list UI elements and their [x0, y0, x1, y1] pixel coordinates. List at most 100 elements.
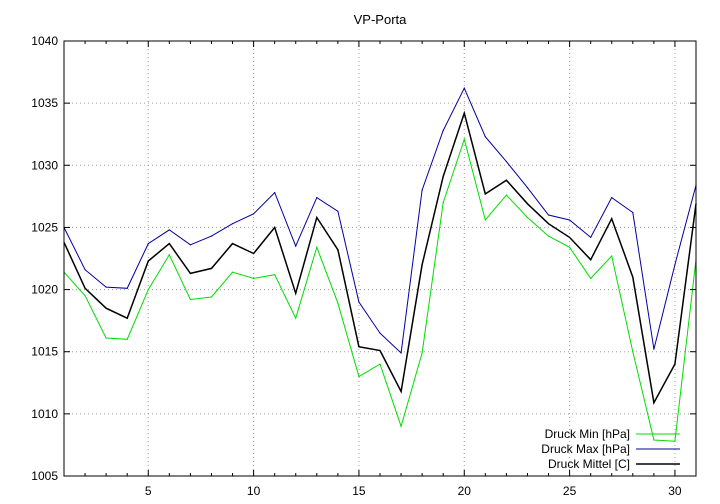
data-point-3	[126, 317, 128, 319]
data-point-3	[632, 276, 634, 278]
y-tick-label: 1035	[31, 96, 58, 110]
data-point-3	[379, 349, 381, 352]
data-point-1	[147, 288, 149, 291]
data-point-1	[442, 201, 444, 204]
data-point-2	[569, 219, 571, 221]
data-point-1	[590, 277, 592, 279]
data-point-3	[653, 402, 655, 404]
data-point-1	[84, 295, 86, 297]
series-line-1	[63, 137, 697, 442]
legend: Druck Min [hPa]Druck Max [hPa]Druck Mitt…	[541, 427, 680, 471]
data-point-2	[400, 352, 402, 354]
data-point-3	[442, 175, 444, 178]
data-point-2	[379, 332, 381, 334]
data-point-2	[253, 213, 255, 215]
data-point-3	[484, 193, 486, 195]
x-tick-label: 20	[458, 484, 472, 498]
data-point-3	[463, 112, 465, 114]
data-point-2	[421, 189, 423, 191]
data-point-2	[463, 87, 465, 89]
data-point-1	[379, 363, 381, 365]
data-point-1	[295, 317, 297, 319]
data-point-3	[253, 252, 255, 255]
data-point-3	[400, 390, 402, 393]
data-point-2	[611, 197, 613, 199]
data-point-3	[168, 242, 170, 245]
data-point-1	[168, 254, 170, 256]
x-axis: 5 10 15 20 25 30	[63, 41, 697, 498]
data-point-3	[611, 218, 613, 220]
data-point-1	[569, 246, 571, 248]
data-point-1	[231, 271, 234, 273]
data-point-2	[337, 210, 339, 212]
data-point-1	[505, 194, 507, 196]
data-point-2	[442, 129, 444, 132]
data-point-1	[253, 277, 255, 279]
data-point-2	[505, 160, 507, 163]
data-point-3	[105, 307, 107, 309]
legend-label-2: Druck Max [hPa]	[541, 442, 630, 456]
data-point-3	[316, 216, 318, 219]
chart-title: VP-Porta	[354, 12, 408, 27]
y-tick-label: 1025	[31, 220, 58, 234]
data-point-2	[526, 187, 529, 189]
data-point-3	[147, 260, 149, 262]
data-point-2	[590, 236, 592, 238]
x-tick-label: 10	[247, 484, 261, 498]
data-point-2	[358, 301, 360, 303]
series-lines	[63, 87, 697, 442]
data-point-1	[674, 440, 676, 442]
data-point-1	[611, 255, 613, 257]
y-tick-label: 1020	[31, 283, 58, 297]
data-point-2	[210, 235, 213, 237]
data-point-3	[231, 242, 234, 245]
data-point-1	[547, 235, 550, 237]
data-point-1	[463, 138, 465, 140]
x-tick-label: 5	[145, 484, 152, 498]
data-point-2	[231, 223, 234, 225]
data-point-2	[274, 192, 276, 194]
data-point-2	[295, 245, 297, 247]
data-point-3	[84, 287, 86, 289]
y-axis: 1005 1010 1015 1020 1025 1030 1035 1040	[31, 34, 696, 483]
data-point-3	[590, 259, 592, 261]
data-point-1	[189, 298, 191, 301]
data-point-1	[632, 351, 634, 353]
data-point-3	[210, 267, 213, 270]
data-point-3	[189, 272, 191, 275]
data-point-3	[274, 226, 276, 229]
legend-label-1: Druck Min [hPa]	[545, 427, 630, 441]
data-point-1	[337, 302, 339, 304]
data-point-2	[484, 136, 486, 138]
data-point-1	[526, 216, 529, 219]
data-point-3	[674, 363, 676, 365]
data-point-1	[484, 219, 486, 221]
data-point-2	[189, 244, 191, 246]
y-tick-label: 1010	[31, 407, 58, 421]
y-tick-label: 1015	[31, 345, 58, 359]
y-tick-label: 1040	[31, 34, 58, 48]
x-tick-label: 25	[563, 484, 577, 498]
data-point-3	[547, 223, 550, 225]
data-point-2	[126, 287, 128, 289]
data-point-1	[316, 246, 318, 248]
x-tick-label: 30	[668, 484, 682, 498]
data-point-3	[295, 292, 297, 294]
data-point-3	[337, 249, 339, 251]
data-point-1	[358, 375, 360, 378]
grid-lines	[64, 41, 696, 476]
data-point-2	[547, 214, 550, 216]
data-point-3	[421, 264, 423, 266]
data-point-2	[168, 229, 170, 231]
data-point-3	[505, 179, 507, 181]
data-point-1	[274, 274, 276, 276]
data-point-1	[653, 439, 655, 441]
plot-frame	[63, 40, 697, 477]
data-point-1	[400, 425, 402, 427]
data-point-2	[316, 197, 318, 199]
data-point-2	[653, 348, 655, 350]
legend-label-3: Druck Mittel [C]	[548, 457, 630, 471]
y-tick-label: 1005	[31, 469, 58, 483]
data-point-1	[421, 352, 423, 354]
